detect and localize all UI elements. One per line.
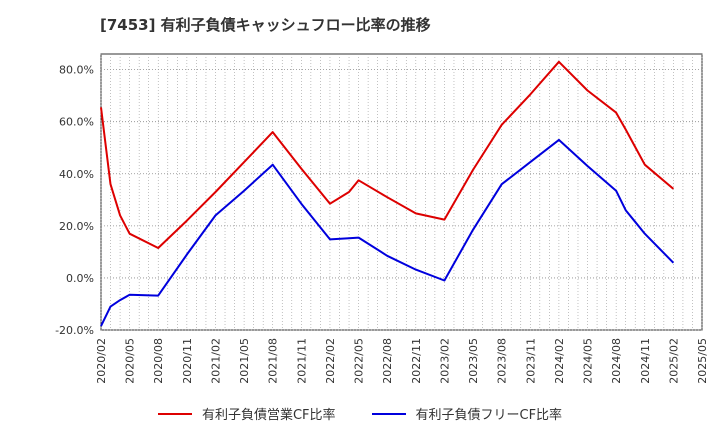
x-tick-label: 2021/02 [209,338,222,384]
x-axis-ticks: 2020/02 2020/05 2020/08 2020/11 2021/02 2021/… [95,338,709,384]
legend-item-free-cf: 有利子負債フリーCF比率 [371,404,563,423]
series-line-0 [100,60,675,249]
y-tick-label: 80.0% [59,64,94,77]
legend-label-operating-cf: 有利子負債営業CF比率 [201,408,336,423]
y-tick-label: -20.0% [55,324,94,337]
chart-title: [7453] 有利子負債キャッシュフロー比率の推移 [100,16,431,34]
x-tick-label: 2024/08 [610,338,623,384]
series-lines [100,60,675,327]
x-tick-label: 2020/02 [95,338,108,384]
x-tick-label: 2023/11 [524,338,537,384]
x-tick-label: 2021/11 [295,338,308,384]
x-tick-label: 2023/08 [496,338,509,384]
legend-item-operating-cf: 有利子負債営業CF比率 [157,404,336,423]
x-tick-label: 2021/05 [238,338,251,384]
x-tick-label: 2025/05 [696,338,709,384]
y-axis-ticks: -20.0% 0.0% 20.0% 40.0% 60.0% 80.0% [55,64,94,337]
y-tick-label: 40.0% [59,168,94,181]
x-tick-label: 2023/05 [467,338,480,384]
legend-swatch-free-cf [371,412,406,415]
x-tick-label: 2024/02 [553,338,566,384]
y-tick-label: 0.0% [66,272,94,285]
gridlines [100,54,703,331]
x-tick-label: 2021/08 [267,338,280,384]
x-tick-label: 2020/08 [152,338,165,384]
y-tick-label: 20.0% [59,220,94,233]
x-tick-label: 2020/11 [181,338,194,384]
x-tick-label: 2022/02 [324,338,337,384]
legend-swatch-operating-cf [157,412,192,415]
x-tick-label: 2024/05 [582,338,595,384]
legend-label-free-cf: 有利子負債フリーCF比率 [415,408,563,423]
legend: 有利子負債営業CF比率 有利子負債フリーCF比率 [0,404,720,423]
x-tick-label: 2022/05 [353,338,366,384]
x-tick-label: 2025/02 [667,338,680,384]
x-tick-label: 2020/05 [124,338,137,384]
x-tick-label: 2022/11 [410,338,423,384]
y-tick-label: 60.0% [59,116,94,129]
x-tick-label: 2023/02 [438,338,451,384]
plot-area [100,53,703,331]
x-tick-label: 2024/11 [639,338,652,384]
x-tick-label: 2022/08 [381,338,394,384]
series-line-1 [100,138,675,327]
